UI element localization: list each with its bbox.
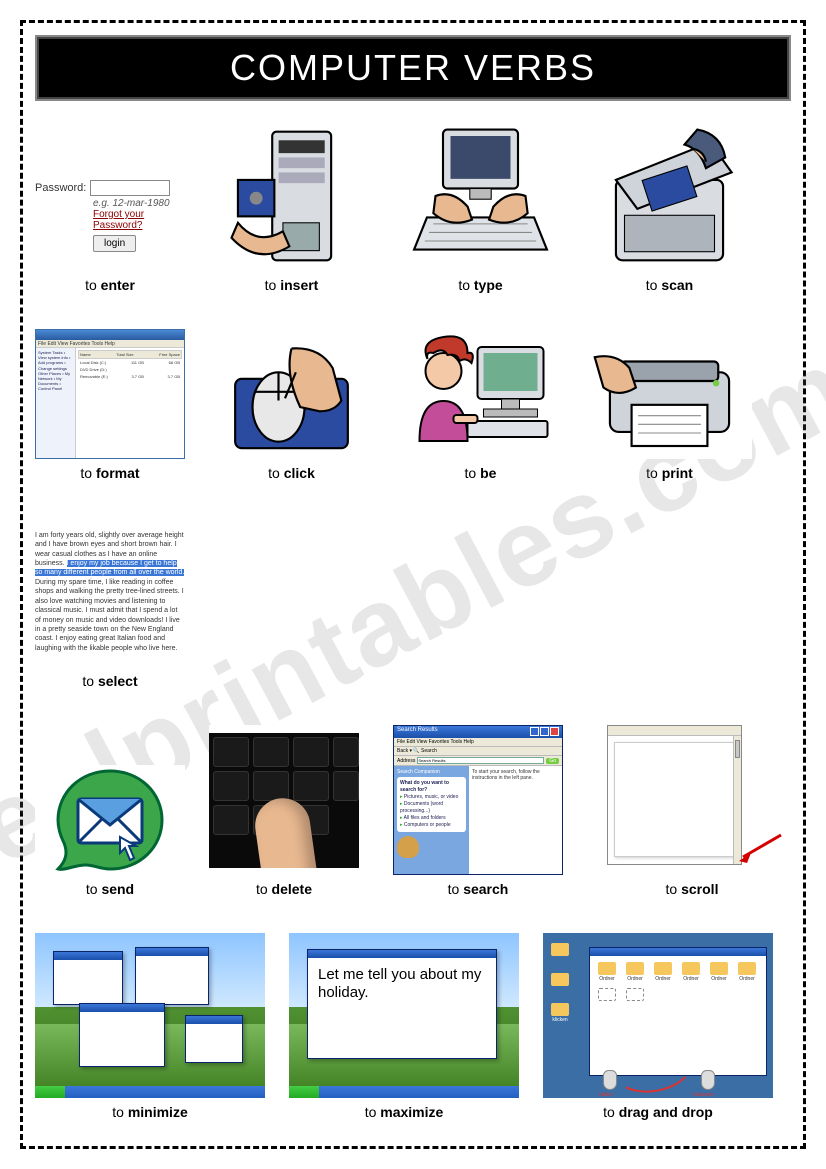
login-form: Password: e.g. 12-mar-1980 Forgot your P… [35,180,185,252]
forgot-link-1[interactable]: Forgot your [93,209,185,220]
explorer-window: File Edit View Favorites Tools Help Syst… [35,329,185,459]
illus-click [209,329,374,459]
insert-icon [209,121,374,271]
illus-enter: Password: e.g. 12-mar-1980 Forgot your P… [35,161,185,271]
keyboard-icon [209,733,359,868]
illus-delete [209,725,359,875]
cell-click: to click [209,329,374,481]
illus-maximize: Let me tell you about my holiday. [289,933,519,1098]
cell-enter: Password: e.g. 12-mar-1980 Forgot your P… [35,161,185,293]
send-icon [50,765,170,875]
maximize-text: Let me tell you about my holiday. [308,958,496,1050]
login-button[interactable]: login [93,235,136,252]
illus-print [587,329,752,459]
illus-be [398,329,563,459]
explorer-sidebar: System Tasks • View system info • Add pr… [36,348,76,458]
caption-minimize: to minimize [112,1104,187,1120]
illus-send [35,765,185,875]
illus-format: File Edit View Favorites Tools Help Syst… [35,329,185,459]
caption-dragdrop: to drag and drop [603,1104,713,1120]
caption-scan: to scan [646,277,694,293]
mouse-to-icon [701,1070,715,1090]
print-icon [587,329,752,459]
xp-desktop-minimize [35,933,265,1098]
caption-scroll: to scroll [666,881,719,897]
xp-desktop-maximize: Let me tell you about my holiday. [289,933,519,1098]
cell-maximize: Let me tell you about my holiday. to max… [289,933,519,1120]
password-input[interactable] [90,180,170,196]
explorer-main: NameTotal SizeFree Space Local Disk (C:)… [76,348,184,458]
cell-minimize: to minimize [35,933,265,1120]
caption-enter: to enter [85,277,135,293]
search-dog-icon [397,836,419,858]
cell-scan: to scan [587,121,752,293]
illus-minimize [35,933,265,1098]
caption-select: to select [82,673,137,689]
illus-type [398,121,563,271]
be-icon [398,329,563,459]
caption-insert: to insert [265,277,319,293]
search-companion: Search Companion What do you want to sea… [394,766,469,874]
illus-search: Search Results File Edit View Favorites … [383,725,573,875]
window-buttons[interactable] [529,727,559,737]
cell-dragdrop: klicken Ordner Ordner Ordner Ordner Ordn… [543,933,773,1120]
search-window: Search Results File Edit View Favorites … [393,725,563,875]
cell-insert: to insert [209,121,374,293]
caption-search: to search [448,881,509,897]
cell-select: I am forty years old, slightly over aver… [35,517,185,689]
page-border: COMPUTER VERBS eslprintables.com Passwor… [20,20,806,1149]
cell-type: to type [398,121,563,293]
cell-search: Search Results File Edit View Favorites … [383,725,573,897]
document-window [607,725,742,865]
caption-type: to type [458,277,502,293]
explorer-menu: File Edit View Favorites Tools Help [36,340,184,348]
arrow-icon [737,833,783,863]
address-input[interactable] [417,757,544,764]
cell-scroll: to scroll [597,725,787,897]
illus-scroll [597,725,787,875]
caption-format: to format [80,465,139,481]
caption-delete: to delete [256,881,312,897]
dragdrop-desktop: klicken Ordner Ordner Ordner Ordner Ordn… [543,933,773,1098]
title-banner: COMPUTER VERBS [35,35,791,101]
password-hint: e.g. 12-mar-1980 [93,198,185,209]
cell-be: to be [398,329,563,481]
page-title: COMPUTER VERBS [57,47,769,89]
illus-scan [587,121,752,271]
caption-send: to send [86,881,134,897]
cell-send: to send [35,765,185,897]
cell-print: to print [587,329,752,481]
forgot-link-2[interactable]: Password? [93,220,185,231]
click-icon [209,329,374,459]
illus-insert [209,121,374,271]
caption-be: to be [465,465,497,481]
caption-click: to click [268,465,315,481]
cell-delete: to delete [209,725,359,897]
cell-format: File Edit View Favorites Tools Help Syst… [35,329,185,481]
password-label: Password: [35,182,86,194]
caption-print: to print [646,465,693,481]
type-icon [398,121,563,271]
illus-select: I am forty years old, slightly over aver… [35,517,185,667]
scan-icon [587,121,752,271]
illus-dragdrop: klicken Ordner Ordner Ordner Ordner Ordn… [543,933,773,1098]
vocab-grid: Password: e.g. 12-mar-1980 Forgot your P… [35,121,791,1120]
select-text: I am forty years old, slightly over aver… [35,531,185,654]
caption-maximize: to maximize [365,1104,444,1120]
